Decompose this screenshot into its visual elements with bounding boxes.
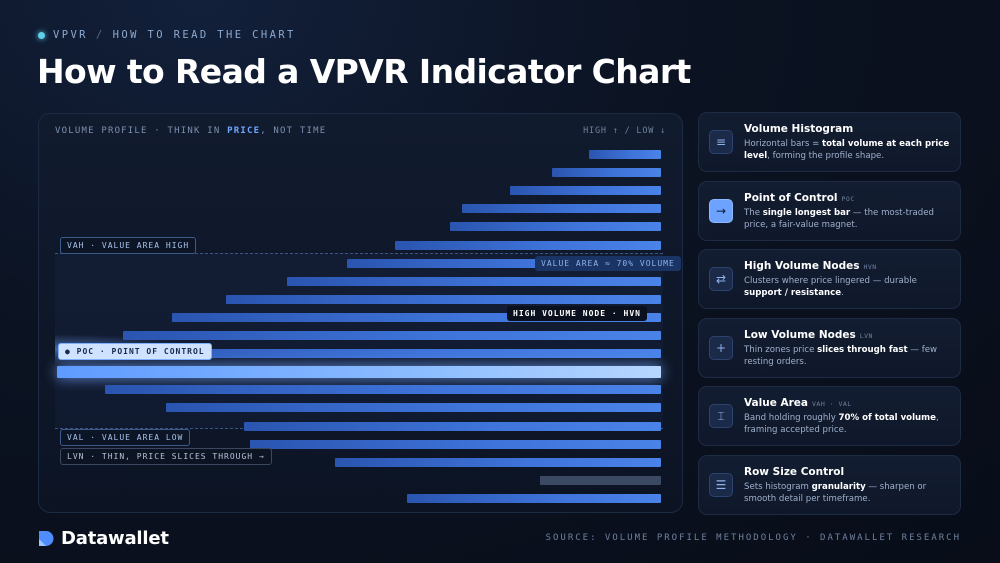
volume-bar: [244, 421, 661, 431]
description-text: , framing accepted price.: [744, 413, 939, 435]
volume-bar: [226, 294, 661, 304]
description-text: The: [744, 207, 763, 218]
datawallet-logo-icon: [39, 531, 54, 546]
volume-bar: [250, 439, 661, 449]
volume-bar: [407, 493, 661, 503]
description-emphasis: slices through fast: [817, 344, 908, 355]
lvn-bar: [540, 475, 661, 485]
cluster-icon: ⇄: [709, 267, 733, 291]
volume-bar: [588, 150, 661, 159]
volume-bar: [552, 168, 661, 178]
legend-card-description: Thin zones price slices through fast — f…: [744, 344, 956, 368]
legend-card-title: Low Volume Nodes LVN: [744, 329, 873, 341]
histogram-icon: ≡: [709, 130, 733, 154]
volume-bar: [286, 276, 661, 286]
panel-heading-post: , NOT TIME: [260, 126, 327, 136]
legend-card-title-text: High Volume Nodes: [744, 260, 860, 272]
volume-bar: [123, 331, 661, 340]
legend-card: → Point of Control POC The single longest b…: [698, 180, 961, 241]
legend-card-abbr: LVN: [859, 331, 873, 340]
description-text: Sets histogram: [744, 481, 812, 492]
status-dot-icon: [38, 31, 45, 39]
arrow-right-icon: →: [709, 198, 733, 223]
legend-card-title-text: Low Volume Nodes: [744, 328, 856, 341]
description-text: , forming the profile shape.: [767, 151, 885, 161]
description-emphasis: granularity: [811, 481, 866, 492]
legend-card-abbr: POC: [841, 194, 855, 203]
legend-card-title: Value Area VAH · VAL: [744, 397, 852, 409]
volume-bar: [449, 222, 661, 232]
legend-card-title: Volume Histogram: [744, 123, 853, 135]
legend-card-title-text: Volume Histogram: [744, 123, 854, 135]
legend-card: ≡ Volume Histogram Horizontal bars = total…: [698, 112, 961, 172]
source-credit: SOURCE: VOLUME PROFILE METHODOLOGY · DAT…: [545, 533, 961, 543]
legend-card-description: Sets histogram granularity — sharpen or …: [744, 481, 956, 505]
description-text: — the most-traded price, a fair-value ma…: [744, 207, 935, 230]
page-title: How to Read a VPVR Indicator Chart: [37, 52, 691, 91]
legend-card: ☰ Row Size Control Sets histogram granular…: [698, 454, 961, 515]
description-emphasis: 70% of total volume: [838, 413, 936, 423]
vah-label: VAH · VALUE AREA HIGH: [60, 237, 197, 254]
legend-card-abbr: VAH · VAL: [812, 400, 852, 408]
volume-bar: [510, 186, 661, 196]
panel-heading-pre: VOLUME PROFILE · THINK IN: [55, 126, 228, 136]
legend-card: + Low Volume Nodes LVN Thin zones price sli…: [698, 317, 961, 378]
price-direction-label: HIGH ↑ / LOW ↓: [583, 126, 666, 136]
crosshair-icon: +: [709, 335, 733, 360]
volume-bar: [171, 312, 661, 322]
brand-logo[interactable]: Datawallet: [38, 528, 169, 549]
volume-bar: [395, 240, 661, 250]
lvn-label: LVN · THIN, PRICE SLICES THROUGH →: [60, 448, 272, 465]
description-text: Band holding roughly: [744, 413, 839, 423]
legend-card-title-text: Value Area: [744, 397, 808, 409]
legend-card-title-text: Point of Control: [744, 191, 838, 204]
volume-bar: [87, 349, 661, 359]
brand-name: Datawallet: [61, 528, 169, 549]
legend-card-description: Clusters where price lingered — durable …: [744, 275, 956, 299]
panel-heading-highlight: PRICE: [227, 126, 261, 136]
volume-bar: [105, 385, 661, 395]
volume-bar: [480, 512, 661, 513]
description-text: Thin zones price: [744, 344, 818, 355]
description-text: .: [841, 288, 844, 298]
description-text: — sharpen or smooth detail per timeframe…: [744, 481, 927, 504]
description-text: — few resting orders.: [744, 344, 938, 367]
legend-card-title: Row Size Control: [744, 466, 844, 478]
volume-bar: [334, 457, 661, 467]
val-label: VAL · VALUE AREA LOW: [60, 429, 191, 446]
volume-profile-panel: VOLUME PROFILE · THINK IN PRICE, NOT TIM…: [38, 113, 683, 513]
legend-card-description: The single longest bar — the most-traded…: [744, 207, 956, 231]
value-area-label: VALUE AREA ≈ 70% VOLUME: [535, 256, 681, 271]
poc-label: ● POC · POINT OF CONTROL: [58, 343, 212, 360]
legend-card-title: Point of Control POC: [744, 192, 855, 204]
legend-card: ⇄ High Volume Nodes HVN Clusters where pric…: [698, 249, 961, 309]
volume-bar: [165, 403, 661, 413]
legend-card-abbr: HVN: [863, 263, 877, 271]
bracket-icon: ⌶: [709, 404, 733, 428]
legend-card: ⌶ Value Area VAH · VAL Band holding roughly…: [698, 386, 961, 446]
breadcrumb-current: HOW TO READ THE CHART: [112, 29, 296, 41]
description-text: Horizontal bars =: [744, 139, 823, 149]
breadcrumb-root[interactable]: VPVR: [53, 29, 88, 41]
description-emphasis: total volume at each price level: [744, 139, 950, 161]
description-emphasis: support / resistance: [744, 288, 842, 298]
legend-card-title-text: Row Size Control: [744, 465, 845, 478]
breadcrumb: VPVR / HOW TO READ THE CHART: [38, 29, 296, 41]
poc-bar: [57, 365, 661, 378]
legend-card-title: High Volume Nodes HVN: [744, 260, 877, 272]
hvn-label: HIGH VOLUME NODE · HVN: [507, 306, 647, 321]
description-text: Clusters where price lingered — durable: [744, 276, 917, 286]
legend-card-description: Horizontal bars = total volume at each p…: [744, 138, 956, 162]
volume-bar: [461, 204, 661, 214]
legend-card-description: Band holding roughly 70% of total volume…: [744, 412, 956, 436]
breadcrumb-separator: /: [95, 29, 105, 41]
volume-bar: [346, 258, 661, 268]
panel-heading: VOLUME PROFILE · THINK IN PRICE, NOT TIM…: [55, 126, 326, 136]
sliders-icon: ☰: [709, 472, 733, 497]
description-emphasis: single longest bar: [762, 207, 851, 218]
